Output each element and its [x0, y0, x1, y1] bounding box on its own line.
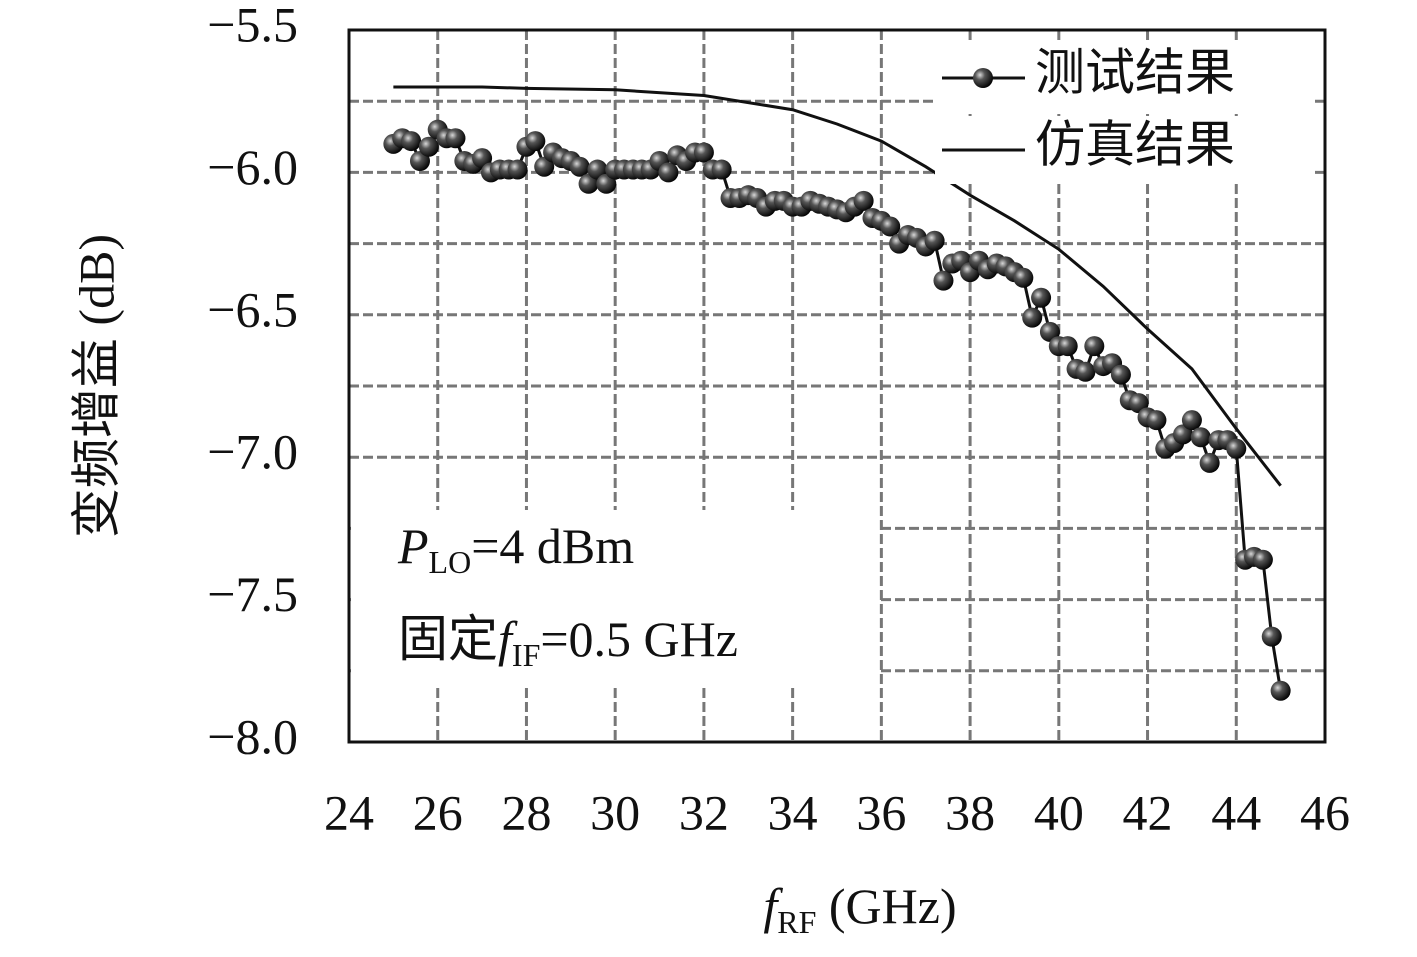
x-axis-label-part: (GHz)	[816, 878, 956, 934]
data-point	[1022, 307, 1043, 328]
y-tick-label: −7.5	[207, 566, 298, 622]
data-point	[401, 131, 422, 152]
x-tick-label: 46	[1300, 784, 1350, 840]
annotation-part: =4 dBm	[471, 518, 634, 574]
x-tick-label: 26	[413, 784, 463, 840]
data-point	[1128, 393, 1149, 414]
data-point	[587, 159, 608, 180]
x-axis-label: fRF (GHz)	[763, 878, 956, 940]
data-point	[1031, 287, 1052, 308]
annotation-part: P	[397, 518, 429, 574]
data-point	[1261, 626, 1282, 647]
data-point	[1173, 424, 1194, 445]
data-point	[418, 136, 439, 157]
annotation: 固定fIF=0.5 GHz	[398, 611, 738, 673]
data-point	[1110, 364, 1131, 385]
data-point	[1057, 336, 1078, 357]
plot-frame	[347, 28, 1327, 744]
annotation-part: IF	[512, 637, 540, 673]
x-tick-label: 36	[856, 784, 906, 840]
annotation-background	[351, 510, 879, 685]
annotation-part: =0.5 GHz	[540, 611, 738, 667]
data-point	[1226, 438, 1247, 459]
y-tick-label: −6.0	[207, 139, 298, 195]
data-point	[1199, 452, 1220, 473]
data-point	[1039, 321, 1060, 342]
data-point	[409, 151, 430, 172]
data-point	[1190, 427, 1211, 448]
data-point	[507, 159, 528, 180]
y-axis-label: 变频增益 (dB)	[68, 234, 124, 538]
series-line	[393, 85, 1282, 487]
legend-label: 测试结果	[1035, 44, 1235, 100]
data-point	[534, 156, 555, 177]
data-point	[525, 131, 546, 152]
x-tick-label: 40	[1034, 784, 1084, 840]
data-point	[1013, 267, 1034, 288]
data-point	[1075, 361, 1096, 382]
x-tick-label: 32	[679, 784, 729, 840]
data-point	[1146, 410, 1167, 431]
data-point	[596, 173, 617, 194]
annotation: PLO=4 dBm	[397, 518, 634, 580]
data-point	[924, 230, 945, 251]
data-point	[569, 156, 590, 177]
x-tick-label: 42	[1123, 784, 1173, 840]
y-tick-label: −8.0	[207, 708, 298, 764]
x-tick-label: 28	[501, 784, 551, 840]
annotation-part: LO	[429, 544, 472, 580]
y-tick-label: −7.0	[207, 424, 298, 480]
data-point	[853, 190, 874, 211]
data-point	[658, 162, 679, 183]
data-point	[1181, 410, 1202, 431]
x-tick-label: 24	[324, 784, 374, 840]
x-tick-label: 30	[590, 784, 640, 840]
y-tick-label: −5.5	[207, 0, 298, 52]
data-point	[1270, 680, 1291, 701]
data-point	[445, 128, 466, 149]
x-tick-label: 44	[1211, 784, 1261, 840]
data-point	[693, 142, 714, 163]
x-axis-label-part: RF	[777, 904, 816, 940]
data-point	[880, 216, 901, 237]
legend-label: 仿真结果	[1035, 116, 1235, 172]
data-point	[933, 270, 954, 291]
legend-marker	[973, 68, 993, 88]
x-tick-label: 38	[945, 784, 995, 840]
data-point	[711, 159, 732, 180]
data-point	[472, 148, 493, 169]
data-point	[578, 173, 599, 194]
x-tick-label: 34	[768, 784, 818, 840]
annotation-part: 固定	[398, 611, 498, 667]
data-point	[1084, 336, 1105, 357]
y-tick-label: −6.5	[207, 281, 298, 337]
data-point	[1252, 549, 1273, 570]
